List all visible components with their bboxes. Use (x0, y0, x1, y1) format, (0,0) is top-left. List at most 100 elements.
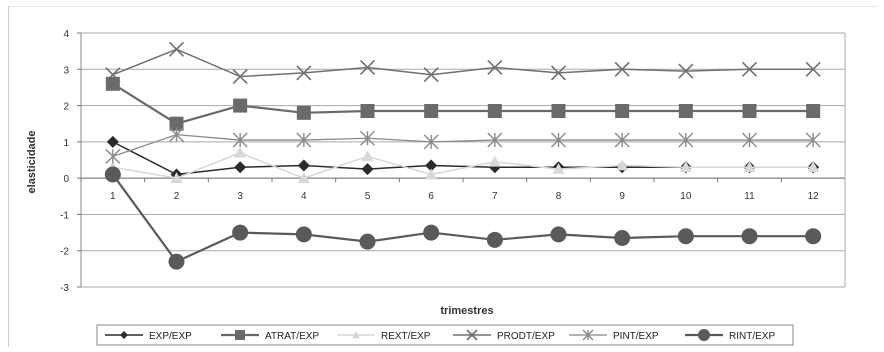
x-tick-label: 6 (428, 191, 434, 202)
data-point (582, 329, 594, 341)
data-point (552, 163, 565, 174)
data-point (359, 59, 376, 76)
data-point (424, 104, 439, 119)
data-point (359, 233, 376, 250)
data-point (805, 228, 822, 245)
legend-label: PRODT/EXP (497, 331, 555, 342)
data-point (423, 134, 439, 150)
x-tick-label: 4 (301, 191, 307, 202)
data-point (487, 132, 503, 148)
data-point (296, 132, 312, 148)
series-line (112, 48, 814, 78)
legend: EXP/EXP ATRAT/EXP REXT/EXP PRODT/EXP PINT/EX… (96, 324, 794, 346)
y-tick-label: -2 (60, 247, 69, 258)
data-point (551, 132, 566, 148)
legend-item: PINT/EXP (569, 329, 659, 342)
data-point (425, 159, 438, 172)
x-tick-label: 3 (237, 191, 243, 202)
data-point (361, 163, 374, 176)
data-point (105, 148, 121, 164)
data-point (807, 161, 820, 173)
data-point (805, 61, 821, 77)
data-point (423, 224, 440, 241)
legend-label: ATRAT/EXP (265, 331, 319, 342)
data-point (615, 104, 630, 119)
data-point (234, 161, 247, 174)
data-point (360, 130, 375, 146)
y-tick-label: 4 (63, 29, 69, 40)
data-point (614, 61, 630, 77)
x-tick-label: 2 (174, 191, 180, 202)
data-point (234, 146, 247, 158)
x-tick-label: 11 (744, 191, 755, 202)
data-point (488, 155, 501, 167)
data-point (360, 104, 375, 119)
data-point (742, 104, 757, 119)
y-tick-label: 2 (63, 102, 69, 113)
x-axis-title: trimestres (440, 305, 493, 317)
series-rext-exp (106, 146, 820, 183)
y-tick-label: -3 (60, 283, 69, 294)
data-point (678, 63, 694, 79)
data-point (168, 41, 185, 57)
chart-frame: -3 -2 -1 0 1 2 3 4 1 2 3 4 5 6 7 8 9 10 11 12 elasticidade … (8, 6, 877, 347)
data-point (678, 132, 694, 148)
data-point (232, 132, 248, 148)
data-point (233, 98, 248, 113)
legend-item: ATRAT/EXP (221, 330, 319, 342)
data-point (550, 226, 567, 243)
x-tick-label: 9 (619, 191, 625, 202)
data-point (677, 228, 694, 245)
data-point (486, 231, 503, 248)
series-pint-exp (105, 127, 821, 164)
data-point (806, 104, 821, 119)
data-point (805, 132, 821, 148)
data-point (361, 150, 374, 162)
y-tick-label: 3 (63, 65, 69, 76)
data-point (698, 329, 710, 341)
legend-box (96, 324, 794, 346)
data-point (352, 331, 360, 339)
series-line (111, 173, 814, 263)
data-point (614, 132, 630, 148)
data-point (551, 104, 566, 119)
x-tick-label: 7 (492, 191, 498, 202)
data-point (105, 67, 121, 83)
legend-label: RINT/EXP (729, 331, 775, 342)
data-point (297, 159, 310, 172)
data-point (235, 330, 245, 340)
y-tick-label: -1 (60, 210, 69, 221)
data-point (678, 104, 693, 119)
data-point (296, 105, 311, 120)
data-point (232, 224, 249, 241)
legend-item: REXT/EXP (337, 331, 431, 342)
data-point (296, 65, 312, 81)
data-point (169, 127, 184, 143)
x-tick-label: 8 (556, 191, 562, 202)
y-axis-title: elasticidade (26, 131, 38, 194)
data-point (550, 65, 567, 81)
series-line (112, 133, 814, 157)
data-point (614, 230, 631, 247)
series-line (112, 151, 814, 179)
data-point (169, 116, 184, 131)
legend-label: EXP/EXP (149, 331, 192, 342)
legend-item: PRODT/EXP (453, 329, 555, 342)
data-point (742, 132, 757, 148)
y-tick-label: 1 (63, 138, 69, 149)
data-point (295, 226, 312, 243)
y-tick-label: 0 (63, 174, 69, 185)
x-tick-label: 5 (365, 191, 371, 202)
data-point (743, 161, 756, 173)
series-line (112, 82, 814, 125)
x-tick-label: 10 (680, 191, 692, 202)
x-tick-label: 12 (808, 191, 820, 202)
data-point (232, 68, 248, 85)
x-tick-label: 1 (110, 191, 116, 202)
data-point (679, 161, 692, 173)
data-point (170, 172, 183, 183)
data-point (104, 166, 121, 183)
legend-item: EXP/EXP (105, 331, 192, 342)
